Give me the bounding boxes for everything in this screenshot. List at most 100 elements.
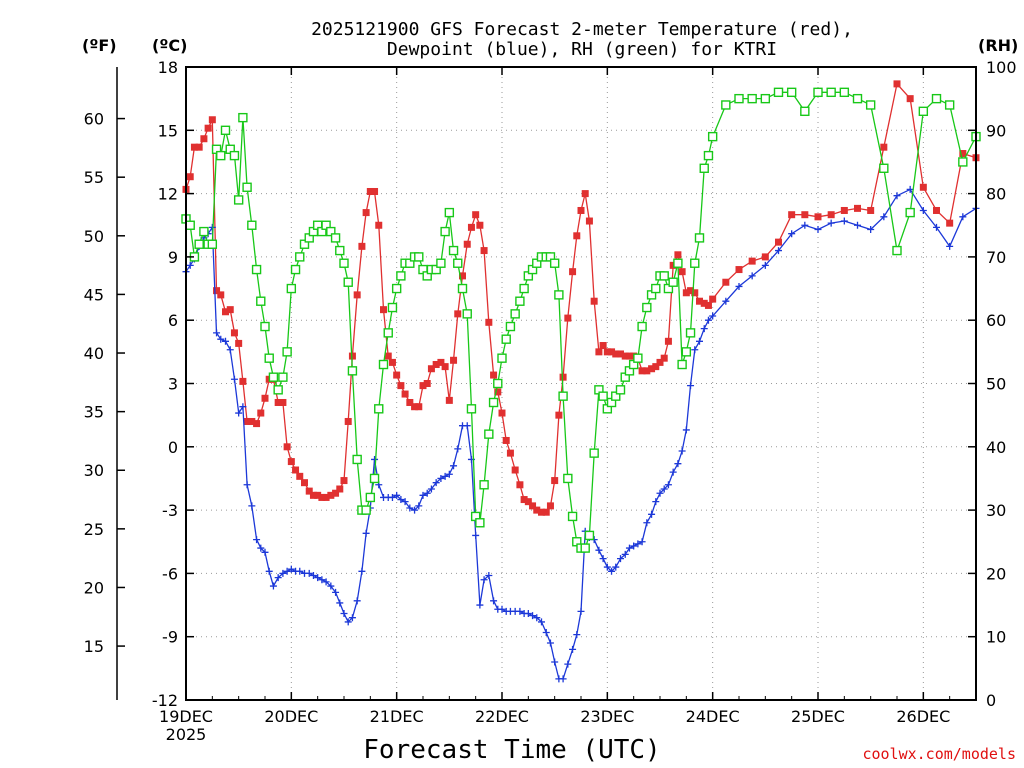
temperature-point — [314, 491, 322, 499]
rh-point — [826, 87, 836, 98]
temperature-point — [581, 190, 589, 198]
dewpoint-point — [669, 468, 677, 476]
temperature-point — [318, 493, 326, 501]
dewpoint-point — [551, 658, 559, 666]
dewpoint-point — [827, 219, 835, 227]
dewpoint-point — [353, 597, 361, 605]
dewpoint-point — [344, 618, 352, 626]
temperature-point — [366, 187, 374, 195]
temperature-point — [186, 173, 194, 181]
temperature-point — [490, 371, 498, 379]
dewpoint-point — [652, 498, 660, 506]
temperature-point — [454, 310, 462, 318]
rh-point — [651, 283, 661, 294]
temperature-point — [494, 388, 502, 396]
dewpoint-point — [235, 409, 243, 417]
rh-point — [260, 321, 270, 332]
dewpoint-point — [612, 563, 620, 571]
dewpoint-point — [748, 272, 756, 280]
rh-point — [721, 100, 731, 110]
rh-point — [515, 296, 525, 306]
rh-point — [747, 93, 757, 104]
dewpoint-point — [893, 192, 901, 200]
dewpoint-point — [603, 563, 611, 571]
temperature-point — [660, 354, 668, 362]
axis-ticks: 1815129630-3-6-9-12605550454035302520151… — [84, 58, 1017, 744]
rh-point — [505, 321, 516, 332]
dewpoint-point — [269, 582, 277, 590]
celsius-tick-label: -9 — [162, 628, 178, 647]
rh-point — [444, 207, 455, 218]
rh-point — [361, 505, 371, 515]
temperature-point — [538, 508, 545, 516]
dewpoint-point — [735, 282, 743, 290]
dewpoint-point — [709, 312, 717, 320]
rh-point — [685, 328, 696, 338]
dewpoint-point — [814, 225, 822, 233]
temperature-point — [423, 380, 431, 387]
dewpoint-point — [415, 502, 423, 510]
dewpoint-point — [441, 472, 449, 480]
celsius-tick-label: 6 — [168, 311, 178, 330]
rh-point — [734, 93, 744, 104]
rh-point — [773, 87, 784, 98]
fahrenheit-tick-label: 15 — [84, 637, 104, 656]
x-tick-label: 23DEC — [580, 707, 634, 726]
temperature-point — [340, 477, 348, 485]
temperature-point — [722, 278, 730, 286]
dewpoint-point — [445, 470, 453, 478]
dewpoint-point — [682, 426, 690, 434]
rh-point — [326, 226, 336, 237]
dewpoint-point — [761, 261, 769, 269]
rh-tick-label: 20 — [986, 564, 1006, 583]
rh-point — [374, 404, 384, 414]
dewpoint-point — [213, 329, 221, 337]
dewpoint-point — [287, 565, 295, 573]
rh-point — [615, 385, 626, 395]
temperature-point — [643, 367, 651, 375]
temperature-point — [502, 436, 510, 444]
temperature-point — [569, 268, 577, 276]
rh-point — [800, 106, 810, 117]
temperature-point — [559, 373, 567, 381]
rh-point — [558, 391, 568, 401]
rh-point — [839, 87, 850, 98]
temperature-point — [867, 206, 875, 214]
temperature-point — [213, 287, 221, 295]
temperature-point — [674, 251, 682, 259]
temperature-point — [555, 411, 563, 419]
temperature-point — [261, 394, 269, 402]
temperature-markers — [182, 80, 980, 516]
temperature-point — [542, 508, 550, 516]
temperature-point — [336, 485, 344, 493]
rh-point — [931, 93, 942, 104]
temperature-point — [226, 306, 234, 314]
rh-point — [216, 150, 226, 161]
rh-point — [242, 182, 252, 192]
rh-point — [681, 347, 692, 357]
rh-point — [286, 283, 297, 294]
temperature-point — [906, 95, 914, 103]
temperature-point — [397, 382, 405, 390]
temperature-point — [476, 221, 484, 229]
dewpoint-point — [261, 548, 269, 556]
dewpoint-point — [664, 481, 672, 489]
rh-point — [194, 239, 204, 249]
rh-point — [510, 309, 520, 319]
rh-point — [278, 372, 288, 382]
rh-point — [549, 258, 560, 268]
rh-tick-label: 0 — [986, 691, 996, 710]
dewpoint-point — [397, 496, 405, 504]
dewpoint-point — [279, 569, 287, 577]
dewpoint-point — [322, 578, 330, 586]
temperature-point — [617, 350, 624, 358]
x-tick-label: 24DEC — [686, 707, 740, 726]
rh-point — [532, 258, 542, 268]
x-tick-label: 21DEC — [370, 707, 424, 726]
temperature-point — [827, 211, 835, 219]
temperature-point — [467, 223, 475, 231]
rh-point — [497, 353, 507, 363]
rh-point — [633, 353, 643, 363]
dewpoint-point — [524, 609, 532, 617]
rh-point — [462, 309, 472, 319]
